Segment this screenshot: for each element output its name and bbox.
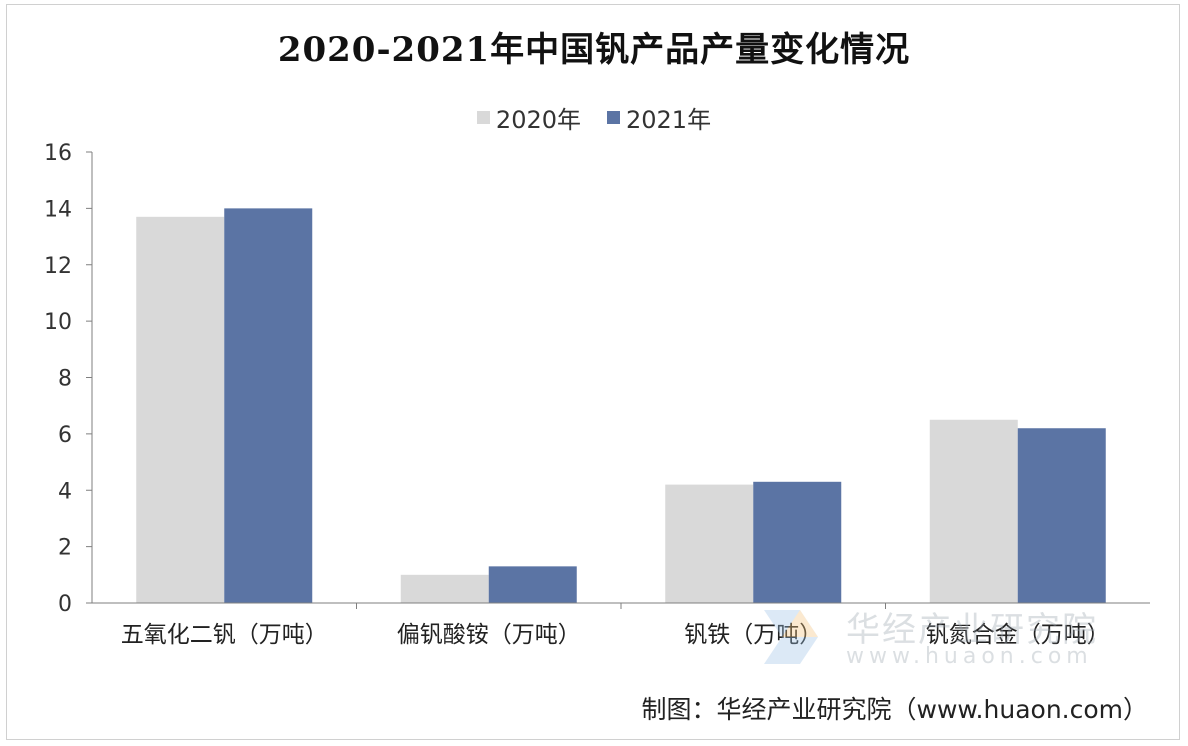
y-tick-label: 4 (58, 479, 72, 504)
watermark-url: www.huaon.com (846, 644, 1093, 669)
x-category-label: 钒铁（万吨） (684, 622, 822, 648)
chart-legend: 2020年 2021年 (0, 100, 1188, 135)
chart-frame (6, 4, 1180, 740)
watermark-name: 华经产业研究院 (846, 610, 1098, 650)
bar-2021 (488, 566, 577, 603)
legend-swatch-2020 (476, 111, 490, 124)
y-tick-label: 10 (44, 310, 72, 335)
legend-label-2020: 2020年 (495, 106, 581, 134)
legend-item-2020: 2020年 (476, 100, 581, 135)
source-note: 制图：华经产业研究院（www.huaon.com） (641, 695, 1148, 724)
legend-label-2021: 2021年 (626, 106, 712, 134)
bar-2020 (400, 574, 489, 603)
y-tick-label: 8 (58, 367, 72, 392)
bar-2020 (136, 216, 225, 604)
bar-2021 (753, 481, 842, 603)
watermark: 华经产业研究院 www.huaon.com (760, 598, 1120, 678)
x-category-label: 偏钒酸铵（万吨） (397, 622, 581, 648)
bar-2020 (929, 419, 1018, 603)
y-tick-label: 0 (58, 592, 72, 617)
y-tick-label: 2 (58, 536, 72, 561)
legend-item-2021: 2021年 (607, 100, 711, 135)
huaon-logo-icon (764, 610, 818, 664)
legend-swatch-2021 (607, 111, 620, 124)
y-tick-label: 6 (58, 423, 72, 448)
y-tick-label: 12 (44, 254, 72, 279)
y-tick-label: 16 (44, 141, 72, 166)
x-category-label: 钒氮合金（万吨） (926, 622, 1110, 648)
y-tick-label: 14 (44, 197, 72, 222)
bar-2021 (224, 208, 313, 603)
chart-title: 2020-2021年中国钒产品产量变化情况 (277, 30, 911, 70)
bar-2021 (1017, 428, 1106, 603)
x-category-label: 五氧化二钒（万吨） (121, 622, 328, 648)
bar-2020 (665, 484, 754, 603)
